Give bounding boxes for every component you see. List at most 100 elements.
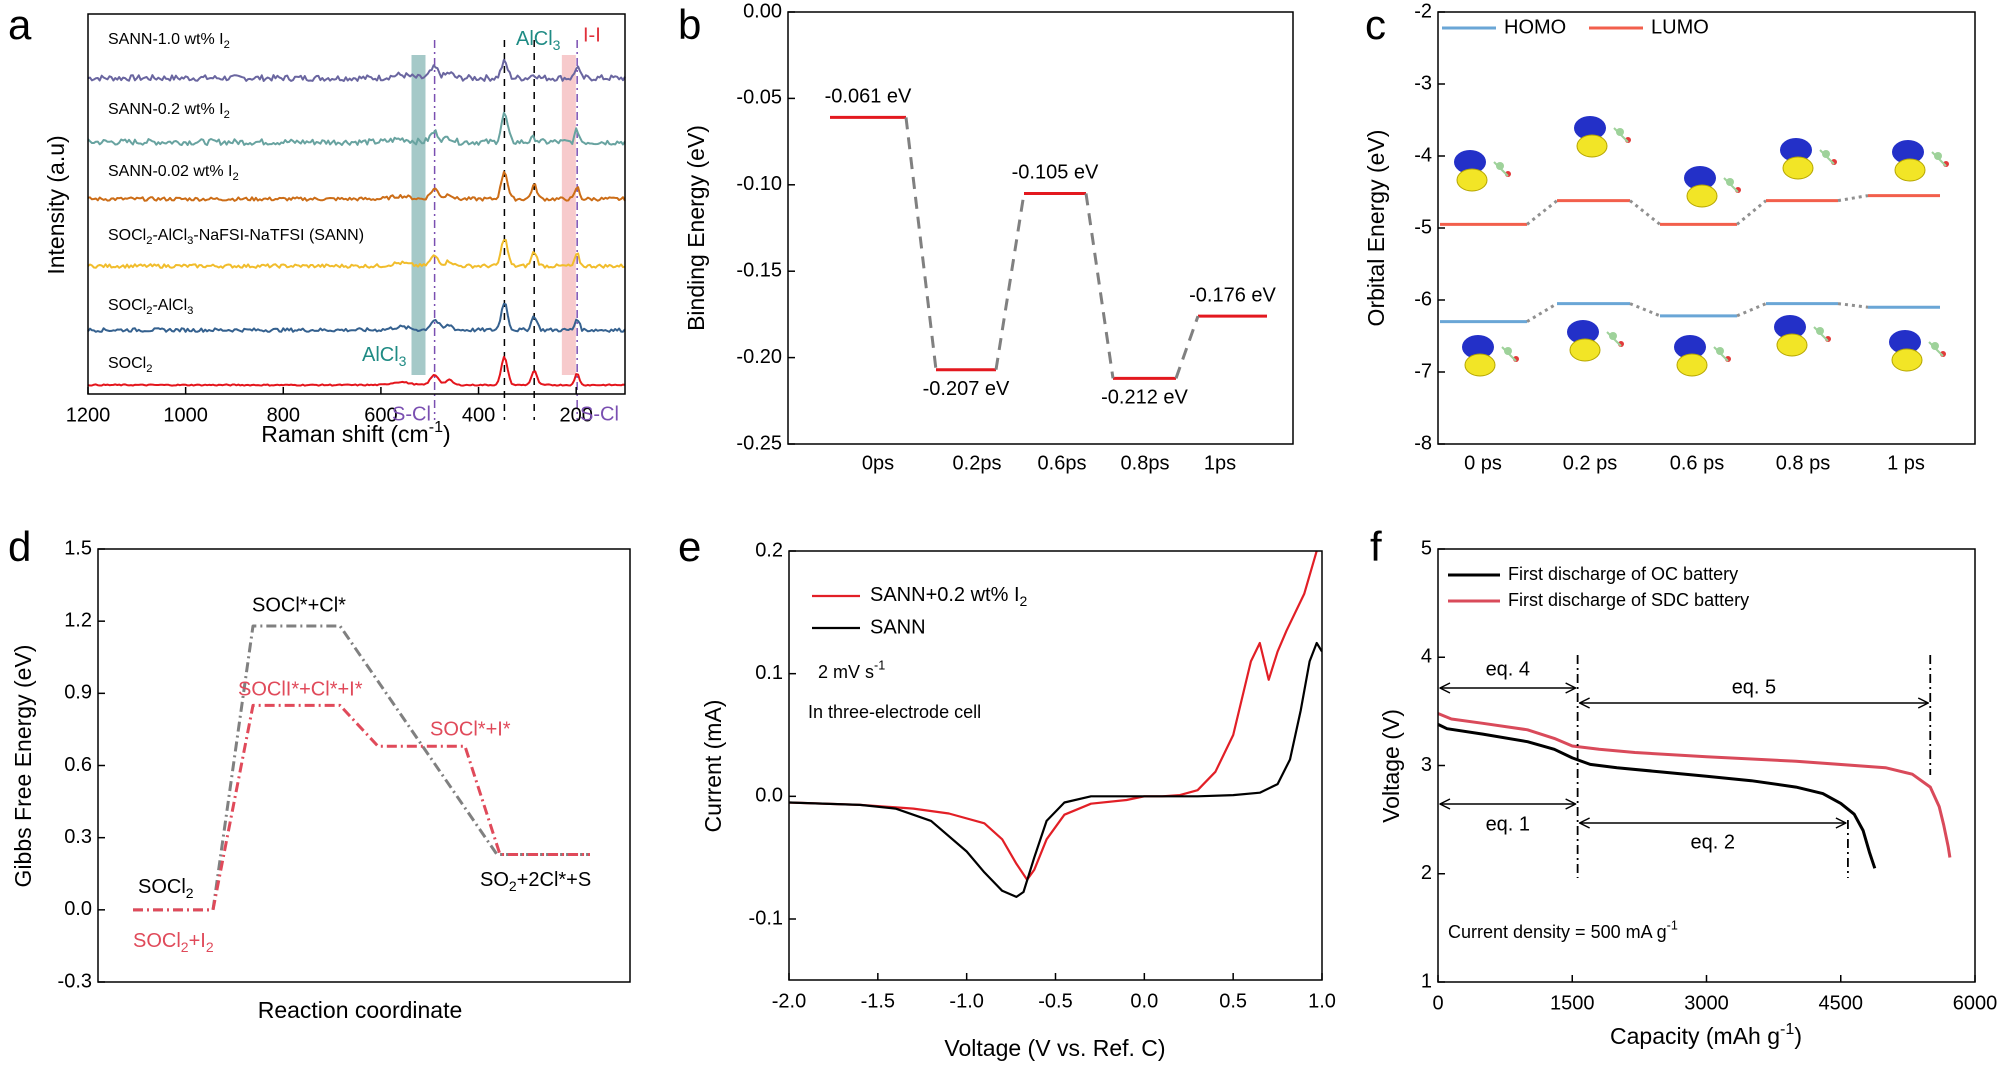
lumo-orbital-graphic-3-atom-1 [1822,150,1830,158]
discharge-curve-1 [1437,712,1952,858]
category-label-c-1: 0.2 ps [1563,452,1617,474]
lumo-orbital-graphic-4-lobe-blue [1892,140,1924,164]
annotation-s-cl-left: S-Cl [392,403,431,425]
raman-series-5 [87,355,626,387]
energy-label-b-1: -0.207 eV [923,378,1010,400]
orbital-connector-homo-1 [1629,302,1661,318]
lumo-orbital-graphic-4-atom-1 [1934,152,1942,160]
plot-frame-d [97,548,631,983]
homo-orbital-graphic-2-bond [1713,346,1729,362]
annotation-d-socli: SOClI*+Cl*+I* [238,678,363,700]
tick-label-e-x-3: -0.5 [1038,990,1072,1012]
eq5-arrow-head-right [1917,697,1929,709]
tick-label-a-x-2: 800 [267,404,300,426]
annotation-d-socl2-i2: SOCl2+I2 [133,930,214,954]
orbital-connector-homo-0 [1526,302,1558,323]
tick-label-e-x-4: 0.0 [1130,990,1158,1012]
connector-b-1 [994,193,1026,370]
plot-frame-a [87,13,626,395]
annotation-alcl3-top: AlCl3 [516,28,561,52]
lumo-orbital-graphic-0-atom-1 [1496,162,1504,170]
tick-label-c-y-5: -7 [1414,360,1432,382]
homo-orbital-graphic-4 [1889,330,1946,372]
homo-orbital-graphic-3 [1774,315,1831,357]
tick-label-d-y-4: 0.9 [64,682,92,704]
pathway-socl2-i2 [133,703,590,912]
eq2-arrow-head-right [1835,817,1847,829]
legend-label-c-0: HOMO [1504,16,1566,38]
tick-label-b-y-0: 0.00 [743,0,782,22]
orbital-connector-lumo-3 [1837,194,1869,203]
tick-label-a-x-0: 1200 [66,404,111,426]
y-axis-label-b: Binding Energy (eV) [683,125,709,331]
raman-band-1 [561,55,576,375]
annotation-d-socl2: SOCl2 [138,876,194,900]
tick-label-f-y-1: 2 [1421,862,1432,884]
plot-frame-e [788,550,1323,981]
homo-orbital-graphic-3-atom-1 [1816,327,1824,335]
plot-frame-b [787,11,1294,445]
tick-label-b-y-1: -0.05 [736,87,782,109]
orbital-connector-lumo-0 [1526,199,1558,226]
series-label-a-0: SANN-1.0 wt% I2 [108,31,230,51]
y-axis-label-f: Voltage (V) [1378,709,1404,823]
lumo-orbital-graphic-1-lobe-blue [1574,116,1606,140]
lumo-orbital-graphic-4-lobe-yellow [1894,158,1926,182]
homo-orbital-graphic-1 [1567,320,1624,362]
tick-label-e-x-5: 0.5 [1219,990,1247,1012]
homo-orbital-graphic-1-bond [1606,331,1622,347]
tick-label-f-y-0: 1 [1421,970,1432,992]
tick-label-b-y-5: -0.25 [736,432,782,454]
connector-b-2 [1084,193,1115,379]
annotation-s-cl-right: S-Cl [580,403,619,425]
panel-letter-e: e [678,523,701,570]
series-label-a-1: SANN-0.2 wt% I2 [108,101,230,121]
lumo-orbital-graphic-1 [1574,116,1631,158]
homo-orbital-graphic-2-lobe-yellow [1676,353,1708,377]
lumo-orbital-graphic-0 [1454,150,1511,192]
homo-orbital-graphic-3-lobe-yellow [1776,333,1808,357]
tick-label-e-y-3: 0.2 [755,539,783,561]
series-label-a-2: SANN-0.02 wt% I2 [108,163,239,183]
homo-orbital-graphic-3-lobe-blue [1774,315,1806,339]
raman-band-0 [411,55,426,375]
energy-label-b-3: -0.212 eV [1101,387,1188,409]
lumo-orbital-graphic-4 [1892,140,1949,182]
tick-label-d-y-5: 1.2 [64,609,92,631]
homo-orbital-graphic-0 [1462,335,1519,377]
annotation-f-eq4: eq. 4 [1486,658,1530,680]
tick-label-a-x-3: 600 [364,404,397,426]
raman-series-3 [87,239,626,269]
orbital-connector-homo-2 [1736,302,1767,318]
lumo-orbital-graphic-3-bond [1819,149,1835,165]
homo-orbital-graphic-2 [1674,335,1731,377]
annotation-f-eq1: eq. 1 [1486,813,1530,835]
homo-orbital-graphic-2-lobe-blue [1674,335,1706,359]
cv-curve-1 [789,641,1322,898]
homo-orbital-graphic-0-bond [1501,346,1517,362]
homo-orbital-graphic-0-atom-1 [1504,347,1512,355]
tick-label-f-x-3: 4500 [1819,992,1864,1014]
lumo-orbital-graphic-2-lobe-yellow [1686,184,1718,208]
annotation-d-socli-2: SOCl*+I* [430,718,511,740]
energy-label-b-0: -0.061 eV [825,86,912,108]
orbital-connector-lumo-2 [1736,199,1767,226]
orbital-connector-homo-3 [1837,302,1869,309]
annotation-f-eq2: eq. 2 [1691,831,1735,853]
homo-orbital-graphic-1-lobe-blue [1567,320,1599,344]
annotation-e-cell: In three-electrode cell [808,702,981,722]
lumo-orbital-graphic-1-lobe-yellow [1576,134,1608,158]
x-axis-label-d: Reaction coordinate [258,997,463,1023]
panel-letter-c: c [1365,1,1386,48]
tick-label-c-y-1: -3 [1414,72,1432,94]
tick-label-b-y-2: -0.10 [736,173,782,195]
tick-label-f-y-3: 4 [1421,646,1432,668]
panel-letter-f: f [1370,523,1382,570]
tick-label-c-y-4: -6 [1414,288,1432,310]
raman-series-2 [87,170,626,202]
x-axis-label-f: Capacity (mAh g-1) [1610,1020,1802,1049]
category-label-b-3: 0.8ps [1121,452,1170,474]
eq1-arrow-head-left [1439,798,1451,810]
category-label-b-1: 0.2ps [953,452,1002,474]
